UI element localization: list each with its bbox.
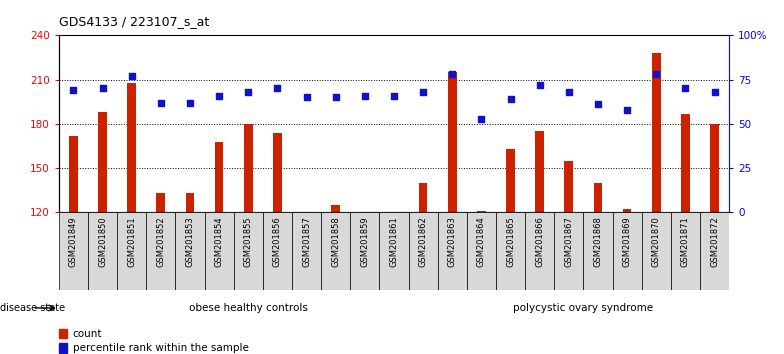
Text: GSM201856: GSM201856: [273, 216, 282, 267]
Bar: [419, 183, 427, 212]
FancyBboxPatch shape: [117, 212, 147, 290]
Text: GSM201871: GSM201871: [681, 216, 690, 267]
FancyBboxPatch shape: [379, 212, 408, 290]
Point: [125, 73, 138, 79]
Text: GSM201863: GSM201863: [448, 216, 457, 267]
Text: GSM201852: GSM201852: [156, 216, 165, 267]
Text: GSM201849: GSM201849: [69, 216, 78, 267]
Text: count: count: [72, 329, 102, 339]
Text: GSM201868: GSM201868: [593, 216, 602, 267]
Text: GSM201859: GSM201859: [361, 216, 369, 267]
Bar: [273, 133, 281, 212]
Bar: [448, 72, 456, 212]
Bar: [593, 183, 602, 212]
Text: GSM201851: GSM201851: [127, 216, 136, 267]
Bar: [622, 210, 631, 212]
Bar: [244, 124, 252, 212]
Bar: [59, 343, 67, 353]
FancyBboxPatch shape: [350, 212, 379, 290]
Text: GSM201867: GSM201867: [564, 216, 573, 267]
FancyBboxPatch shape: [554, 212, 583, 290]
Text: GSM201869: GSM201869: [622, 216, 632, 267]
Text: GDS4133 / 223107_s_at: GDS4133 / 223107_s_at: [59, 15, 209, 28]
FancyBboxPatch shape: [525, 212, 554, 290]
Bar: [69, 136, 78, 212]
Point: [446, 72, 459, 77]
Point: [271, 86, 284, 91]
Point: [650, 72, 662, 77]
Point: [621, 107, 633, 113]
FancyBboxPatch shape: [466, 212, 496, 290]
FancyBboxPatch shape: [583, 212, 612, 290]
Point: [563, 89, 575, 95]
Bar: [506, 149, 515, 212]
FancyBboxPatch shape: [176, 212, 205, 290]
Text: GSM201855: GSM201855: [244, 216, 252, 267]
FancyBboxPatch shape: [88, 212, 117, 290]
Bar: [535, 131, 544, 212]
FancyBboxPatch shape: [641, 212, 671, 290]
Point: [329, 95, 342, 100]
Bar: [186, 193, 194, 212]
Text: percentile rank within the sample: percentile rank within the sample: [72, 343, 249, 353]
FancyBboxPatch shape: [612, 212, 641, 290]
Point: [183, 100, 196, 105]
Text: disease state: disease state: [0, 303, 65, 313]
FancyBboxPatch shape: [263, 212, 292, 290]
FancyBboxPatch shape: [147, 212, 176, 290]
Text: GSM201864: GSM201864: [477, 216, 486, 267]
Text: GSM201870: GSM201870: [652, 216, 661, 267]
Text: GSM201854: GSM201854: [215, 216, 223, 267]
Point: [154, 100, 167, 105]
Text: GSM201857: GSM201857: [302, 216, 311, 267]
Text: obese healthy controls: obese healthy controls: [189, 303, 307, 313]
Point: [475, 116, 488, 121]
Bar: [710, 124, 719, 212]
FancyBboxPatch shape: [292, 212, 321, 290]
Text: polycystic ovary syndrome: polycystic ovary syndrome: [514, 303, 653, 313]
Point: [504, 96, 517, 102]
Text: GSM201853: GSM201853: [186, 216, 194, 267]
Text: GSM201865: GSM201865: [506, 216, 515, 267]
Bar: [215, 142, 223, 212]
Text: GSM201850: GSM201850: [98, 216, 107, 267]
Point: [679, 86, 691, 91]
FancyBboxPatch shape: [59, 212, 88, 290]
Bar: [98, 112, 107, 212]
Point: [533, 82, 546, 88]
Bar: [564, 161, 573, 212]
Point: [67, 87, 80, 93]
Point: [417, 89, 430, 95]
FancyBboxPatch shape: [321, 212, 350, 290]
Bar: [681, 114, 690, 212]
FancyBboxPatch shape: [700, 212, 729, 290]
Point: [592, 102, 604, 107]
FancyBboxPatch shape: [496, 212, 525, 290]
Text: GSM201861: GSM201861: [390, 216, 398, 267]
FancyBboxPatch shape: [671, 212, 700, 290]
Point: [358, 93, 371, 98]
Text: GSM201872: GSM201872: [710, 216, 719, 267]
Bar: [59, 329, 67, 338]
Bar: [477, 211, 486, 212]
Point: [387, 93, 400, 98]
Point: [212, 93, 225, 98]
Point: [242, 89, 255, 95]
FancyBboxPatch shape: [408, 212, 437, 290]
Text: GSM201858: GSM201858: [331, 216, 340, 267]
Point: [96, 86, 109, 91]
Bar: [652, 53, 661, 212]
Point: [300, 95, 313, 100]
Bar: [127, 82, 136, 212]
FancyBboxPatch shape: [437, 212, 466, 290]
Point: [708, 89, 720, 95]
Text: GSM201862: GSM201862: [419, 216, 427, 267]
FancyBboxPatch shape: [205, 212, 234, 290]
Bar: [332, 205, 340, 212]
Bar: [157, 193, 165, 212]
FancyBboxPatch shape: [234, 212, 263, 290]
Text: GSM201866: GSM201866: [535, 216, 544, 267]
